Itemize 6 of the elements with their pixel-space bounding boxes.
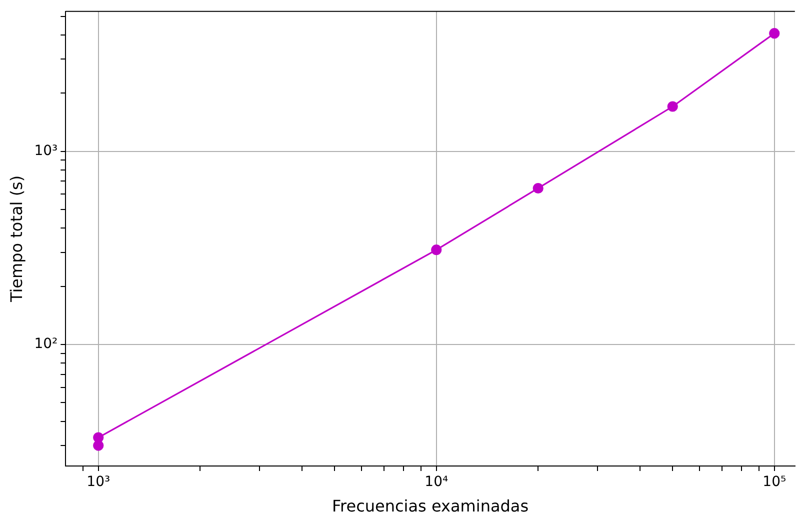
x-tick-label: 10⁵ bbox=[762, 474, 786, 490]
x-axis-title: Frecuencias examinadas bbox=[332, 496, 529, 516]
y-axis-title: Tiempo total (s) bbox=[6, 175, 26, 304]
x-tick-label: 10³ bbox=[86, 474, 110, 490]
x-tick-label: 10⁴ bbox=[424, 474, 448, 490]
y-tick-label: 10² bbox=[34, 336, 58, 352]
